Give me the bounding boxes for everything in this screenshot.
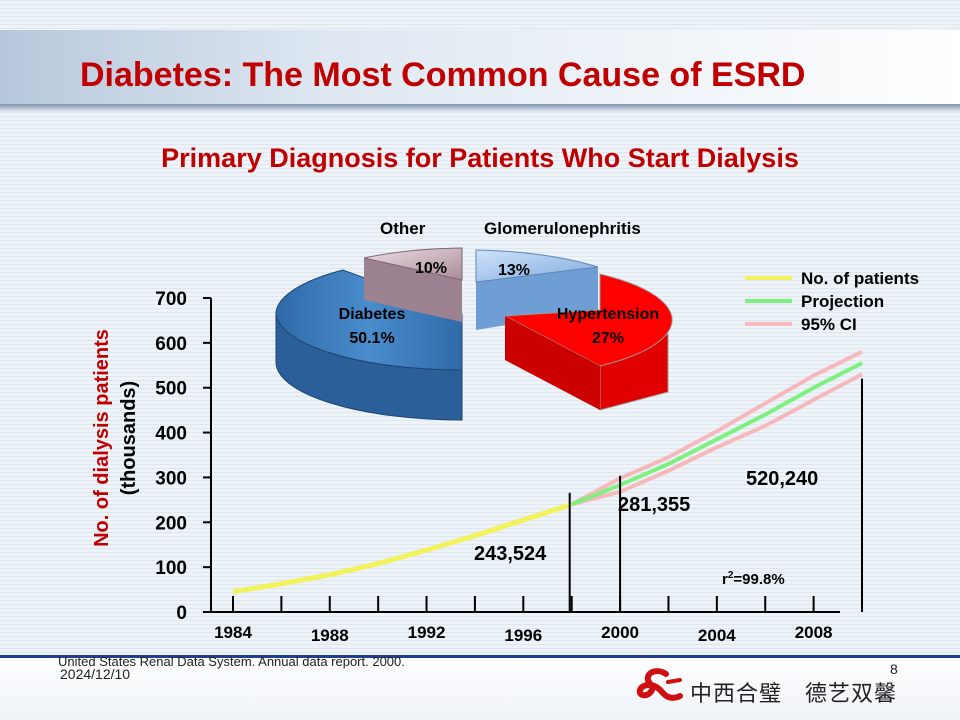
y-tick-label: 400: [155, 424, 187, 445]
pie-chart: [275, 247, 673, 421]
x-tick-label: 1996: [504, 626, 542, 645]
legend: No. of patients Projection 95% CI: [745, 269, 919, 334]
pie-label-diabetes: Diabetes: [339, 306, 406, 323]
x-tick-label: 1992: [408, 623, 446, 642]
marker-label-1998: 243,524: [474, 543, 547, 565]
marker-label-2000: 281,355: [618, 494, 690, 516]
x-tick-label: 2008: [795, 623, 833, 642]
y-tick-label: 700: [155, 289, 187, 310]
y-tick-label: 0: [176, 603, 187, 624]
pie-value-other: 10%: [415, 260, 447, 277]
x-tick-label: 1984: [214, 623, 252, 642]
markers: [568, 378, 863, 612]
pie-value-diabetes: 50.1%: [349, 330, 394, 347]
x-ticks: 1984 1988 1992 1996 2000 2004 2008: [214, 596, 833, 645]
brand-logo-icon: [636, 668, 683, 701]
pie-slice-other-side: [364, 258, 462, 322]
footer-band: [0, 658, 960, 720]
legend-item-patients: No. of patients: [801, 269, 919, 288]
y-tick-label: 300: [155, 468, 187, 489]
footer-rule: [0, 655, 960, 658]
y-axis-label-units: (thousands): [118, 381, 140, 495]
y-tick-label: 100: [155, 558, 187, 579]
y-axis-label: No. of dialysis patients: [91, 329, 113, 547]
x-tick-label: 1988: [311, 626, 349, 645]
source-citation: United States Renal Data System. Annual …: [58, 654, 405, 669]
pie-label-glomerulonephritis: Glomerulonephritis: [484, 219, 641, 238]
slide-date: 2024/12/10: [60, 666, 131, 682]
x-tick-label: 2000: [601, 623, 639, 642]
pie-slice-other: [363, 247, 463, 281]
title-band: [0, 30, 960, 108]
brand-text: 中西合璧 德艺双馨: [690, 682, 898, 707]
legend-item-projection: Projection: [801, 292, 884, 311]
y-tick-label: 600: [155, 334, 187, 355]
pie-value-hypertension: 27%: [592, 330, 624, 347]
x-tick-label: 2004: [698, 626, 736, 645]
pie-label-other: Other: [380, 219, 426, 238]
y-tick-label: 500: [155, 379, 187, 400]
pie-label-hypertension: Hypertension: [557, 306, 659, 323]
pie-value-glomerulonephritis: 13%: [498, 262, 530, 279]
pie-slice-glomerulonephritis: [475, 249, 599, 283]
y-tick-label: 200: [155, 513, 187, 534]
series-patients: [232, 501, 573, 595]
r-squared-annotation: r2=99.8%: [722, 570, 785, 588]
marker-label-2010: 520,240: [746, 468, 818, 490]
y-ticks: 0 100 200 300 400 500 600 700: [155, 289, 211, 624]
pie-slice-hypertension: [503, 273, 673, 367]
legend-item-ci: 95% CI: [801, 315, 857, 334]
pie-slice-diabetes: [275, 269, 463, 371]
title-shadow: [0, 104, 960, 112]
page-number: 8: [890, 661, 898, 677]
slide-subtitle: Primary Diagnosis for Patients Who Start…: [161, 143, 799, 173]
slide-title: Diabetes: The Most Common Cause of ESRD: [80, 56, 806, 94]
